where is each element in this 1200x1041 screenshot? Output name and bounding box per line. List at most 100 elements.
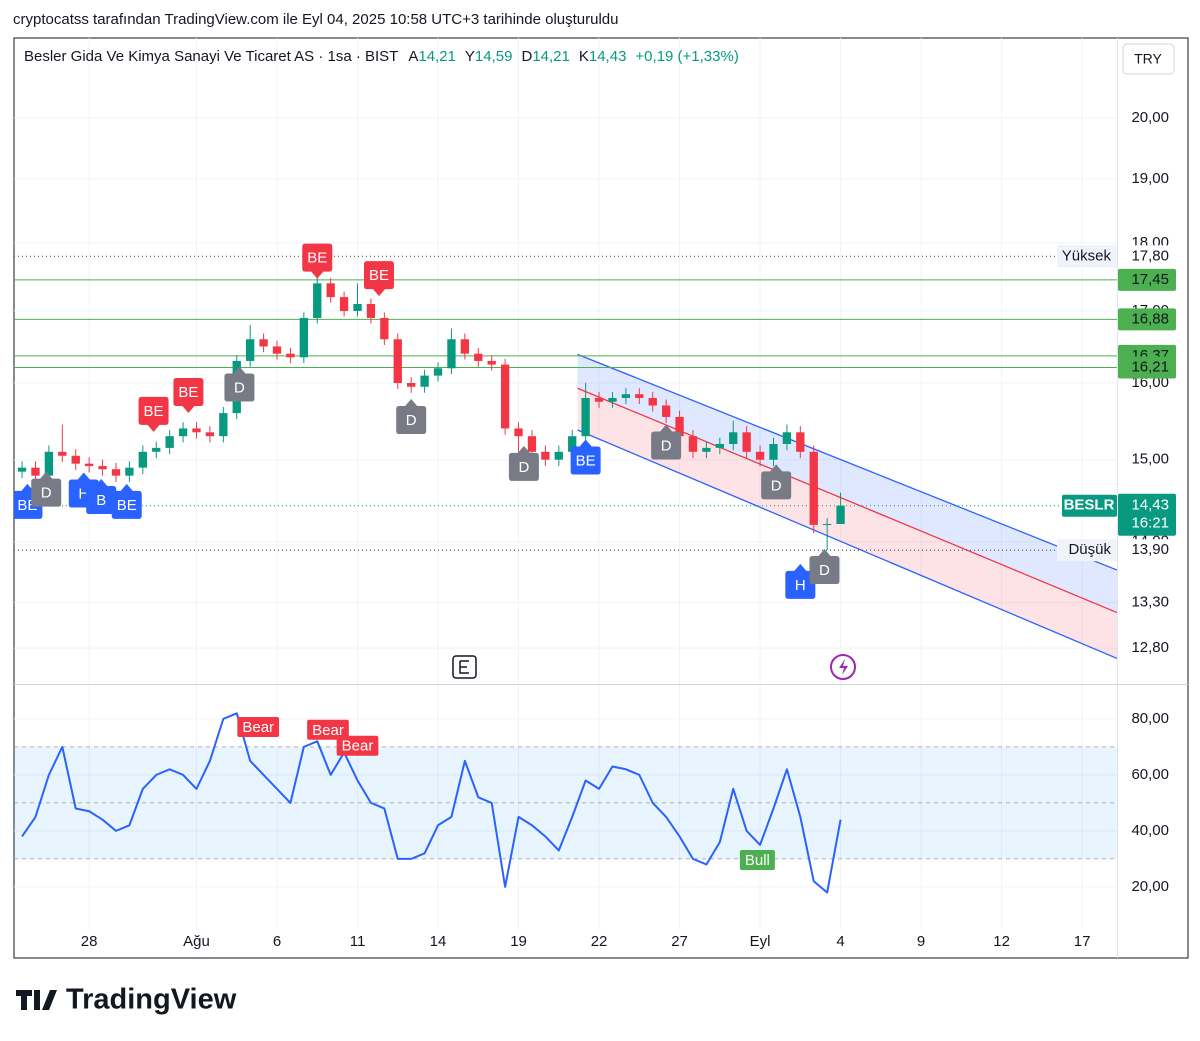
x-tick-label: Ağu: [183, 933, 210, 950]
currency-box[interactable]: [1122, 43, 1175, 75]
candle-body: [500, 364, 510, 429]
candle-body: [58, 451, 67, 456]
level-value-box: [1118, 356, 1176, 379]
rsi-pane: [14, 712, 1117, 894]
candle-body: [313, 283, 322, 318]
signal-marker-shape: [508, 445, 539, 481]
signal-marker-label: BE: [369, 267, 389, 284]
y-tick-label: 20,00: [1131, 109, 1169, 126]
rsi-annotation: Bear: [237, 717, 280, 737]
candle-body: [715, 443, 724, 448]
header-text: cryptocatss tarafından TradingView.com i…: [13, 11, 619, 28]
channel-lower: [577, 429, 1117, 660]
candle-body: [44, 451, 54, 476]
candle-body: [84, 463, 94, 467]
events-icon-glyph: [459, 660, 469, 674]
signal-marker-shape: [570, 439, 601, 475]
logo-mark: [16, 990, 57, 1010]
rsi-annotation-label: Bull: [745, 852, 770, 869]
last-price-value: 14,43: [1131, 497, 1169, 514]
channel-middle: [577, 387, 1117, 614]
level-value: 17,80: [1131, 247, 1169, 264]
signal-marker-shape: [651, 424, 682, 460]
currency[interactable]: TRY: [1134, 51, 1162, 67]
signal-marker: D: [31, 471, 62, 507]
candle-body: [796, 432, 805, 452]
candle-body: [111, 469, 121, 476]
candle-body: [621, 394, 631, 398]
signal-marker: BE: [173, 377, 204, 413]
candle-body: [823, 524, 832, 526]
candle-body: [125, 467, 134, 476]
candle-body: [380, 317, 389, 340]
x-tick-label: 17: [1074, 933, 1091, 950]
signal-marker-label: D: [406, 412, 417, 429]
x-tick-label: Eyl: [750, 933, 771, 950]
signal-marker-label: B: [96, 492, 106, 509]
signal-marker-label: D: [819, 562, 830, 579]
rsi-annotation: Bear: [307, 719, 349, 740]
level-value-box: [1118, 308, 1176, 331]
signal-marker-label: D: [771, 477, 782, 494]
candle-body: [192, 428, 201, 433]
level-name: Düşük: [1068, 541, 1111, 558]
legend-ohlc-value: 14,43: [589, 48, 627, 65]
signal-marker-shape: [809, 549, 840, 585]
candle-body: [675, 416, 684, 437]
signal-marker-label: D: [41, 485, 52, 502]
last-price-box: [1118, 493, 1176, 536]
signal-marker-shape: [396, 398, 427, 434]
x-tick-label: 12: [993, 933, 1010, 950]
level-value: 13,90: [1131, 541, 1169, 558]
candle-body: [474, 353, 483, 361]
signal-marker-label: BE: [178, 384, 198, 401]
signal-marker-label: D: [518, 459, 529, 476]
logo-text: TradingView: [66, 984, 237, 1016]
x-tick-label: 9: [917, 933, 925, 950]
candle-body: [71, 455, 80, 464]
level-value-box: [1118, 245, 1176, 268]
candle-body: [433, 368, 443, 376]
signal-marker-shape: [138, 396, 169, 432]
legend-title: Besler Gida Ve Kimya Sanayi Ve Ticaret A…: [24, 48, 398, 65]
signal-marker-shape: [86, 478, 117, 514]
signal-marker-shape: [761, 464, 792, 500]
signal-marker-label: BE: [576, 452, 596, 469]
x-tick-label: 4: [836, 933, 844, 950]
candle-body: [769, 443, 778, 460]
rsi-annotation-label: Bear: [312, 722, 344, 739]
x-tick-label: 6: [273, 933, 281, 950]
legend-ohlc-key: K: [579, 48, 589, 65]
candle-body: [514, 428, 523, 437]
dividend-icon-glyph: [839, 659, 848, 675]
last-price-countdown: 16:21: [1131, 515, 1169, 532]
candle-body: [393, 339, 402, 384]
x-tick-label: 14: [430, 933, 447, 950]
candle-body: [688, 436, 698, 452]
candle-body: [729, 432, 738, 444]
signal-marker-label: H: [78, 485, 89, 502]
candle-body: [326, 283, 335, 298]
candle-body: [165, 436, 174, 448]
signal-marker: D: [224, 366, 255, 402]
signal-marker: B: [86, 478, 117, 514]
candle-body: [138, 451, 147, 468]
rsi-annotation-box: [307, 719, 349, 740]
signal-marker: D: [761, 464, 792, 500]
candle-body: [702, 447, 711, 452]
candle-body: [178, 428, 188, 437]
signal-marker-shape: [785, 563, 816, 599]
candle-body: [420, 375, 429, 387]
rsi-band: [14, 746, 1117, 859]
y-tick-label: 19,00: [1131, 170, 1169, 187]
legend-ohlc-value: 14,21: [418, 48, 456, 65]
candle-body: [742, 432, 751, 452]
signal-marker-shape: [363, 261, 394, 297]
y-tick-label: 15,00: [1131, 451, 1169, 468]
signal-marker: H: [785, 563, 816, 599]
signal-marker-label: BE: [117, 497, 137, 514]
y-tick-label: 12,80: [1131, 639, 1169, 656]
x-tick-label: 11: [350, 933, 366, 950]
candle-body: [594, 397, 604, 402]
signal-marker-shape: [31, 471, 62, 507]
